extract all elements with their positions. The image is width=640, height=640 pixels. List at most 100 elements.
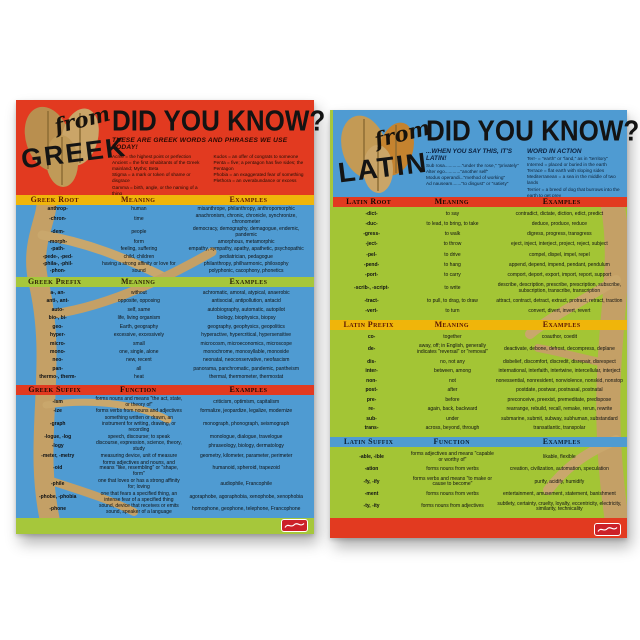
term-cell: mono- xyxy=(50,348,66,355)
table-row: -logy discourse, expression, science, the… xyxy=(20,440,310,453)
table-row: -dem-people democracy, demography, demago… xyxy=(20,226,310,239)
term-cell: non- xyxy=(366,377,377,384)
meaning-cell: one that loves or has a strong affinity … xyxy=(98,478,180,490)
poster-greek: from GREEK DID YOU KNOW? THESE ARE GREEK… xyxy=(16,100,325,534)
intro-line: Stigma = a mark or token of shame or dis… xyxy=(112,172,191,184)
table-row: pre-before preconceive, preexist, premedi… xyxy=(334,396,623,404)
term-cell: sub- xyxy=(366,415,377,422)
table-row: trans-across, beyond, through transatlant… xyxy=(334,425,623,432)
term-cell: -pede-, -ped- xyxy=(42,253,73,260)
examples-cell: criticism, optimism, capitalism xyxy=(213,398,280,405)
table-row: thermo-, therm-heat thermal, thermometer,… xyxy=(20,375,310,381)
term-cell: -path- xyxy=(50,246,65,253)
examples-cell: geography, geophysics, geopolitics xyxy=(207,323,285,330)
term-cell: -oid xyxy=(53,465,63,472)
table-row: anthrop-human misanthrope, philanthropy, … xyxy=(20,206,310,213)
table-row: -phila-, -phil-having a strong affinity … xyxy=(20,260,310,268)
section-bar-greek-prefix: Greek Prefix Meaning Examples xyxy=(16,277,314,287)
intro-line: Interred = placed or buried in the earth xyxy=(527,162,607,168)
table-row: a-, an-without achromatic, amoral, atypic… xyxy=(20,289,310,297)
meaning-cell: forms nouns and means "the act, state, o… xyxy=(95,395,183,408)
poster-footer-greek xyxy=(16,518,314,534)
meaning-cell: forms nouns from adjectives xyxy=(421,503,484,510)
table-row: auto-self, same autobiography, automatic,… xyxy=(20,307,310,314)
column-header: Function xyxy=(119,385,157,394)
poster-header-greek: from GREEK DID YOU KNOW? THESE ARE GREEK… xyxy=(16,100,325,197)
meaning-cell: all xyxy=(136,365,142,372)
column-header: Function xyxy=(433,437,470,446)
examples-cell: microcosm, microeconomics, microscope xyxy=(200,340,292,347)
meaning-cell: again, back, backward xyxy=(427,406,478,413)
meaning-cell: away, off; in English, generally indicat… xyxy=(416,343,488,356)
term-cell: re- xyxy=(368,406,375,413)
table-row: -graph something written or drawn, an ins… xyxy=(20,415,310,434)
term-cell: co- xyxy=(367,333,376,340)
table-row: bio-, bi-life, living organism biology, b… xyxy=(20,315,310,322)
intro-line: Terrace = flat earth with sloping sides xyxy=(527,168,605,174)
table-row: -path-feeling, suffering empathy, sympath… xyxy=(20,247,310,253)
examples-cell: coauthor, coedit xyxy=(541,333,578,340)
examples-cell: subtlety, certainty, cruelty, loyalty, e… xyxy=(497,500,622,513)
examples-cell: philanthropy, philharmonic, philosophy xyxy=(203,260,289,267)
table-row: -morph-form amorphous, metamorphic xyxy=(20,239,310,246)
meaning-cell: feeling, suffering xyxy=(120,246,158,253)
examples-cell: achromatic, amoral, atypical, anaerobic xyxy=(202,289,290,296)
intro-column-left: ...WHEN YOU SAY THIS, IT'S LATIN! Sub ro… xyxy=(426,148,520,199)
table-row: -scrib-, -script-to write describe, descr… xyxy=(334,282,623,295)
column-header: Latin Suffix xyxy=(343,437,394,446)
term-cell: a-, an- xyxy=(50,289,66,296)
column-header: Meaning xyxy=(120,277,156,286)
meaning-cell: without xyxy=(130,289,147,296)
section-bar-greek-root: Greek Root Meaning Examples xyxy=(16,195,314,205)
examples-cell: agoraphobe, agoraphobia, xenophobe, xeno… xyxy=(189,493,303,500)
column-header: Latin Prefix xyxy=(343,320,394,329)
term-cell: -ism xyxy=(52,398,63,405)
meaning-cell: to lead, to bring, to take xyxy=(426,221,479,228)
meaning-cell: sound xyxy=(132,267,146,274)
intro-line: Acme = the highest point or perfection xyxy=(112,154,192,159)
table-row: -pend-to hang append, depend, impend, pen… xyxy=(334,262,623,269)
table-row: re-again, back, backward rearrange, rebui… xyxy=(334,406,623,413)
latin-root-table: -dict-to say contradict, dictate, diction… xyxy=(330,207,627,320)
table-row: -able, -ible forms adjectives and means "… xyxy=(334,450,623,464)
examples-cell: convert, divert, invert, revert xyxy=(528,307,591,314)
oak-leaves-icon xyxy=(341,115,414,193)
meaning-cell: forms adjectives and means "capable or w… xyxy=(411,450,494,463)
examples-cell: entertainment, amusement, statement, ban… xyxy=(502,491,616,498)
term-cell: -phobe, -phobia xyxy=(38,493,77,500)
intro-column-right: Kudos = an offer of congrats to someone P… xyxy=(214,154,309,197)
examples-cell: preconceive, preexist, premeditate, pred… xyxy=(507,396,612,403)
term-cell: anthrop- xyxy=(47,206,68,213)
term-cell: -vert- xyxy=(365,307,378,314)
term-cell: anti-, ant- xyxy=(46,298,69,305)
table-row: -ism forms nouns and means "the act, stat… xyxy=(20,395,310,409)
table-row: -ment forms nouns from verbs entertainment… xyxy=(334,491,623,498)
examples-cell: thermal, thermometer, thermostat xyxy=(209,374,284,381)
examples-cell: comport, deport, export, import, report,… xyxy=(507,271,612,278)
intro-line: Mediterranean = a sea in the middle of t… xyxy=(527,174,616,186)
meaning-cell: after xyxy=(447,387,458,394)
examples-cell: antisocial, antipollution, antacid xyxy=(211,298,281,305)
meaning-cell: forms adjectives and nouns, and means "l… xyxy=(99,459,179,478)
meaning-cell: form xyxy=(133,239,144,246)
examples-cell: anachronism, chronic, chronicle, synchro… xyxy=(195,213,297,226)
meaning-cell: before xyxy=(445,396,460,403)
column-header: Greek Suffix xyxy=(28,385,82,394)
table-row: -duc-to lead, to bring, to take deduce, p… xyxy=(334,221,623,228)
column-header: Examples xyxy=(542,197,581,206)
table-row: -ject-to throw eject, inject, interject, … xyxy=(334,242,623,248)
intro-line: Gamma = birth, angle, or the naming of a… xyxy=(112,184,198,196)
examples-cell: formalize, jeopardize, legalize, moderni… xyxy=(200,408,293,415)
table-row: -port-to carry comport, deport, export, i… xyxy=(334,271,623,279)
table-row: -gress-to walk digress, progress, transgr… xyxy=(334,231,623,238)
meaning-cell: excessive, excessively xyxy=(113,332,165,339)
column-header: Examples xyxy=(542,320,581,329)
meaning-cell: not xyxy=(448,377,456,384)
table-row: -vert-to turn convert, divert, invert, re… xyxy=(334,307,623,315)
poster-footer-latin xyxy=(330,518,627,538)
examples-cell: contradict, dictate, diction, edict, pre… xyxy=(515,211,604,218)
examples-cell: homophone, geophone, telephone, Francoph… xyxy=(191,506,301,513)
examples-cell: empathy, sympathy, apathy, apathetic, ps… xyxy=(188,246,304,253)
poster-latin: from LATIN DID YOU KNOW? ...WHEN YOU SAY… xyxy=(330,110,639,538)
term-cell: pre- xyxy=(366,396,377,403)
